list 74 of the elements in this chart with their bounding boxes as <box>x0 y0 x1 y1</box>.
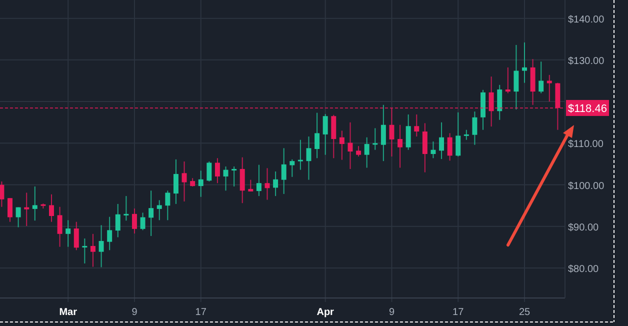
candlestick <box>214 158 220 184</box>
y-tick-label: $140.00 <box>568 14 605 26</box>
candlestick <box>447 132 452 162</box>
x-tick-label: 9 <box>132 307 138 318</box>
candlestick <box>546 74 552 102</box>
x-tick-label: 17 <box>452 307 464 318</box>
candlestick <box>538 61 544 94</box>
candlestick <box>115 203 120 238</box>
candlestick <box>0 180 4 208</box>
candlestick <box>248 179 254 192</box>
x-tick-label: Apr <box>316 307 334 318</box>
y-tick-label: $80.00 <box>568 264 600 276</box>
candlestick <box>380 104 386 162</box>
candlestick <box>66 220 71 248</box>
candlestick <box>198 170 204 198</box>
candlestick <box>356 146 362 157</box>
candlestick <box>298 139 303 170</box>
x-tick-label: 25 <box>518 307 531 318</box>
candlestick <box>414 114 420 138</box>
candlestick <box>281 148 286 194</box>
candlestick <box>107 216 112 251</box>
y-tick-label: $110.00 <box>568 139 604 150</box>
x-tick-label: Mar <box>59 307 78 318</box>
candlestick <box>16 206 21 228</box>
candlestick <box>314 112 320 159</box>
candlestick <box>32 186 38 222</box>
candlestick <box>290 158 295 178</box>
candlestick <box>98 224 104 268</box>
candlestick <box>74 221 79 251</box>
candlestick <box>8 198 12 222</box>
candlestick <box>322 114 328 156</box>
y-tick-label: $130.00 <box>568 56 605 67</box>
candlestick <box>306 136 312 180</box>
candlestick <box>273 170 278 197</box>
candlestick <box>182 160 187 202</box>
candlestick <box>522 42 527 84</box>
candlestick <box>514 44 519 110</box>
candlestick <box>464 129 469 140</box>
candlestick <box>232 166 237 187</box>
candlestick <box>165 190 170 221</box>
candlestick <box>331 114 336 159</box>
candlestick <box>57 206 62 248</box>
candlestick <box>439 122 444 160</box>
candlestick <box>497 84 502 120</box>
candlestick <box>472 111 478 146</box>
candlestick <box>132 208 137 234</box>
candlestick <box>82 238 88 264</box>
candlestick <box>206 160 212 182</box>
x-tick-label: 9 <box>388 307 395 318</box>
candlestick <box>148 190 154 236</box>
candlestick <box>456 112 461 157</box>
candlestick <box>339 130 344 160</box>
candlestick <box>156 200 162 221</box>
ref-line-label: $118.46 <box>568 102 607 115</box>
candlestick <box>406 114 411 150</box>
candlestick <box>140 212 146 231</box>
candlestick <box>173 158 178 204</box>
y-tick-label: $100.00 <box>568 180 605 192</box>
candlestick <box>364 136 370 168</box>
candlestick <box>256 164 262 197</box>
candlestick <box>422 122 428 173</box>
candlestick <box>348 122 353 170</box>
candlestick <box>24 192 30 226</box>
candlestick <box>398 124 403 168</box>
candlestick <box>264 168 270 200</box>
x-tick-label: 17 <box>195 307 207 318</box>
candlestick <box>372 128 378 150</box>
candlestick <box>430 141 436 159</box>
candlestick <box>505 66 510 94</box>
candlestick <box>240 156 245 204</box>
y-tick-label: $90.00 <box>568 222 600 234</box>
candlestick <box>90 233 96 268</box>
candlestick <box>124 196 129 222</box>
candlestick <box>49 194 54 222</box>
